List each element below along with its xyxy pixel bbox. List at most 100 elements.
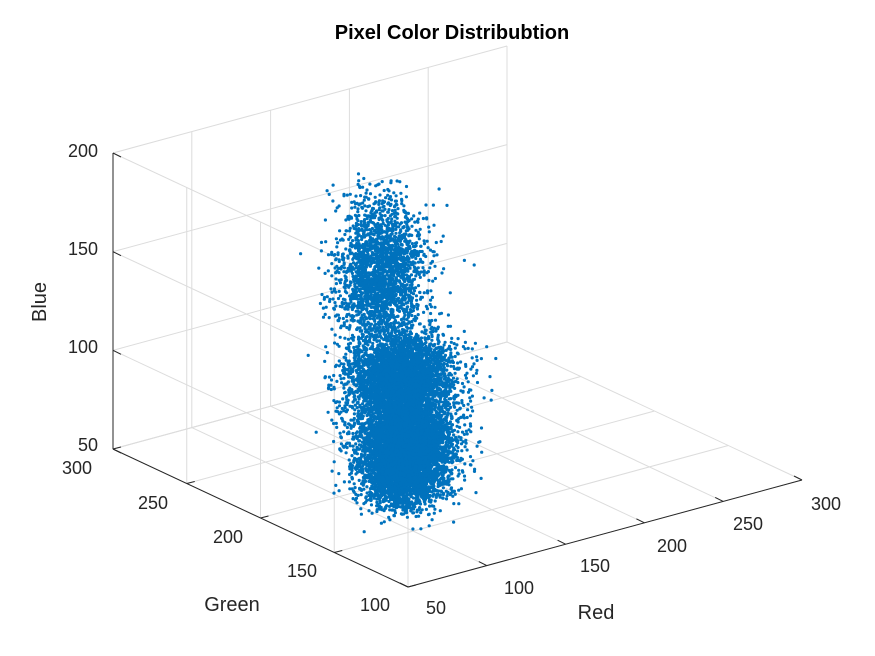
scatter-point bbox=[469, 399, 473, 403]
scatter-point bbox=[468, 414, 473, 418]
scatter-point bbox=[357, 460, 361, 464]
y-tick-mark bbox=[186, 481, 195, 484]
scatter-point bbox=[456, 445, 460, 450]
scatter-point bbox=[380, 434, 385, 438]
scatter-point bbox=[464, 441, 468, 445]
scatter-point bbox=[436, 432, 440, 436]
scatter-point bbox=[395, 431, 399, 435]
chart-title: Pixel Color Distribubtion bbox=[335, 22, 569, 44]
scatter-point bbox=[365, 432, 369, 436]
scatter-point bbox=[421, 435, 425, 439]
scatter-point bbox=[472, 469, 477, 473]
scatter-point bbox=[352, 437, 356, 441]
scatter-point bbox=[377, 434, 381, 438]
scatter-point bbox=[390, 422, 394, 426]
scatter-point bbox=[419, 510, 423, 515]
y-tick-mark bbox=[334, 550, 343, 553]
scatter-point bbox=[463, 445, 467, 449]
scatter-point bbox=[362, 429, 367, 433]
scatter-point bbox=[468, 455, 473, 459]
scatter-point bbox=[465, 432, 469, 436]
scatter-point bbox=[382, 520, 386, 524]
scatter-point bbox=[423, 432, 427, 436]
floor-grid-line bbox=[334, 445, 729, 553]
scatter-point bbox=[482, 396, 486, 400]
scatter-point bbox=[432, 454, 436, 458]
scatter-point bbox=[450, 457, 454, 461]
scatter-point bbox=[452, 502, 456, 506]
scatter-point bbox=[453, 405, 457, 409]
scatter-point bbox=[438, 468, 443, 472]
scatter-point bbox=[345, 425, 349, 430]
scatter-point bbox=[456, 474, 460, 478]
scatter-point bbox=[450, 429, 454, 434]
scatter-point bbox=[480, 450, 484, 454]
scatter-point bbox=[455, 408, 459, 412]
scatter-point bbox=[463, 462, 467, 466]
scatter-point bbox=[414, 514, 418, 519]
scatter-point bbox=[471, 409, 475, 413]
scatter-point bbox=[369, 444, 373, 448]
y-tick-mark bbox=[407, 584, 417, 588]
scatter-point bbox=[465, 415, 469, 420]
scatter-point bbox=[475, 444, 479, 448]
axis-lines bbox=[112, 152, 803, 588]
scatter-point bbox=[355, 457, 359, 461]
scatter-point bbox=[456, 430, 460, 434]
scatter-point bbox=[425, 424, 429, 428]
scatter-point bbox=[352, 460, 356, 464]
grid-lines bbox=[112, 45, 803, 588]
scatter-point bbox=[441, 436, 445, 440]
scatter-point bbox=[380, 448, 385, 452]
back-wall-grid-line bbox=[112, 242, 508, 351]
scatter-point bbox=[469, 424, 473, 428]
scatter-point bbox=[453, 448, 457, 452]
scatter-point bbox=[375, 444, 379, 448]
scatter-point bbox=[428, 423, 432, 427]
scatter-point bbox=[392, 440, 397, 445]
scatter-point bbox=[471, 459, 475, 463]
scatter-point bbox=[459, 487, 463, 491]
scatter-point bbox=[456, 449, 460, 453]
z-tick-mark bbox=[112, 152, 122, 158]
scatter-point bbox=[375, 426, 379, 431]
scatter-point bbox=[463, 423, 467, 427]
back-wall-grid-line bbox=[112, 144, 508, 253]
scatter-point bbox=[457, 488, 461, 492]
scatter-point bbox=[378, 445, 382, 449]
scatter-point bbox=[350, 454, 354, 458]
scatter-point bbox=[438, 445, 442, 449]
scatter-point bbox=[357, 439, 362, 443]
scatter-point bbox=[408, 454, 413, 458]
scatter-point bbox=[447, 440, 451, 444]
scatter-point bbox=[436, 435, 440, 439]
scatter-point bbox=[456, 420, 460, 424]
scatter-point bbox=[459, 436, 463, 440]
scatter-point bbox=[445, 494, 449, 498]
x-tick-mark bbox=[636, 518, 645, 524]
scatter-point bbox=[433, 499, 437, 503]
x-tick-mark bbox=[557, 539, 566, 545]
scatter-point bbox=[446, 460, 450, 464]
scatter-point bbox=[445, 422, 449, 426]
scatter-point bbox=[359, 512, 363, 516]
scatter-point bbox=[464, 429, 468, 433]
scatter-point bbox=[343, 423, 347, 427]
scatter-point bbox=[354, 492, 358, 496]
scatter-point bbox=[453, 466, 458, 470]
scatter-point bbox=[447, 436, 451, 440]
z-tick-mark bbox=[112, 251, 122, 257]
scatter-point bbox=[352, 412, 356, 416]
scatter-point bbox=[467, 428, 471, 432]
scatter-point bbox=[339, 436, 343, 440]
scatter-point bbox=[457, 417, 461, 421]
scatter-point bbox=[332, 460, 336, 464]
scatter-point bbox=[435, 440, 439, 444]
scatter-point bbox=[424, 436, 428, 440]
scatter-point bbox=[357, 447, 361, 451]
scatter-point bbox=[348, 444, 352, 448]
x-tick-mark bbox=[714, 496, 724, 502]
scatter-point bbox=[430, 518, 434, 522]
scatter-point bbox=[362, 487, 366, 491]
scatter-point bbox=[337, 489, 341, 493]
